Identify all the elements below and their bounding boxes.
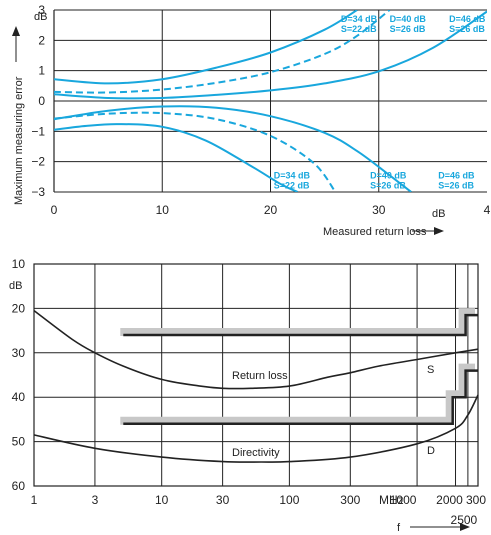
error-chart-y-tick-label: −1 — [31, 124, 45, 138]
return-loss-x-tick-extra: 2500 — [451, 513, 478, 527]
error-chart-y-tick-label: 3 — [38, 3, 45, 17]
error-curve-upper — [54, 10, 487, 100]
error-chart-x-tick-label: 20 — [264, 203, 278, 217]
error-chart-y-tick-label: 0 — [38, 94, 45, 108]
frequency-axis-letter: f — [397, 522, 401, 534]
measured-curve — [33, 394, 479, 463]
error-curve-upper — [54, 10, 391, 94]
error-chart-y-unit: dB — [34, 11, 47, 23]
return-loss-x-tick-label: 1 — [31, 493, 38, 507]
spec-step-line-D — [123, 369, 478, 426]
error-chart-y-tick-label: −2 — [31, 155, 45, 169]
return-loss-x-tick-label: 30 — [216, 493, 230, 507]
return-loss-y-tick-label: 50 — [12, 435, 26, 449]
error-chart-x-unit: dB — [432, 208, 445, 220]
error-curve-lower — [54, 105, 412, 192]
error-chart-ylabel: Maximum measuring error — [13, 76, 25, 205]
directivity-label: Directivity — [232, 447, 280, 459]
measured-curve — [33, 309, 479, 390]
error-curve-label: S=26 dB — [438, 180, 474, 190]
error-chart-y-tick-label: 2 — [38, 33, 45, 47]
return-loss-x-tick-label: 300 — [340, 493, 360, 507]
error-chart-y-tick-label: 1 — [38, 64, 45, 78]
error-curve-label: S=22 dB — [274, 180, 310, 190]
spec-step-band-S — [120, 308, 475, 336]
error-curve-label: D=40 dB — [390, 14, 427, 24]
return-loss-y-tick-label: 40 — [12, 390, 26, 404]
error-chart-xlabel-arrowhead — [434, 227, 444, 235]
error-chart-xlabel: Measured return loss — [323, 226, 427, 238]
error-curve-label: D=34 dB — [341, 14, 378, 24]
error-chart-x-tick-label: 0 — [51, 203, 58, 217]
error-curve-label: D=40 dB — [370, 170, 407, 180]
error-curve-label: D=34 dB — [274, 170, 311, 180]
error-chart-x-tick-label: 10 — [156, 203, 170, 217]
return-loss-chart-y-unit: dB — [9, 280, 22, 292]
return-loss-y-tick-label: 60 — [12, 479, 26, 493]
error-curve-label: S=26 dB — [370, 180, 406, 190]
error-chart-x-tick-label: 4 — [484, 203, 491, 217]
error-chart-grid — [54, 9, 487, 193]
error-curve-lower — [54, 123, 299, 192]
return-loss-y-tick-label: 20 — [12, 301, 26, 315]
error-curve-label: S=22 dB — [341, 24, 377, 34]
return-loss-chart-grid — [34, 264, 478, 486]
return-loss-x-tick-label: 10 — [155, 493, 169, 507]
return-loss-x-tick-label: 2000 — [436, 493, 463, 507]
return-loss-label: Return loss — [232, 370, 288, 382]
return-loss-x-tick-label: 3 — [92, 493, 99, 507]
return-loss-x-tick-label: 300 — [466, 493, 486, 507]
error-curve-label: S=26 dB — [449, 24, 485, 34]
error-curve-label: S=26 dB — [390, 24, 426, 34]
return-loss-x-tick-label: 1000 — [390, 493, 417, 507]
error-chart-series — [54, 10, 487, 192]
error-curve-label: D=46 dB — [438, 170, 475, 180]
s-curve-label: S — [427, 364, 434, 376]
error-curve-upper — [54, 10, 358, 85]
return-loss-x-unit: MHz — [379, 493, 404, 507]
return-loss-y-tick-label: 30 — [12, 346, 26, 360]
return-loss-x-tick-label: 100 — [279, 493, 299, 507]
error-chart-y-tick-label: −3 — [31, 185, 45, 199]
return-loss-chart-frame — [33, 263, 479, 487]
return-loss-chart-series — [33, 308, 479, 463]
d-curve-label: D — [427, 445, 435, 457]
error-chart-x-tick-label: 30 — [372, 203, 386, 217]
spec-step-band-D — [120, 363, 475, 425]
return-loss-y-tick-label: 10 — [12, 257, 26, 271]
error-chart-ylabel-arrowhead — [12, 26, 20, 36]
spec-step-line-S — [123, 313, 478, 337]
return-loss-chart-axes — [33, 263, 479, 487]
frequency-axis-arrowhead — [460, 523, 470, 531]
error-curve-label: D=46 dB — [449, 14, 486, 24]
error-chart-annotations: D=34 dBS=22 dBD=40 dBS=26 dBD=46 dBS=26 … — [274, 14, 486, 190]
